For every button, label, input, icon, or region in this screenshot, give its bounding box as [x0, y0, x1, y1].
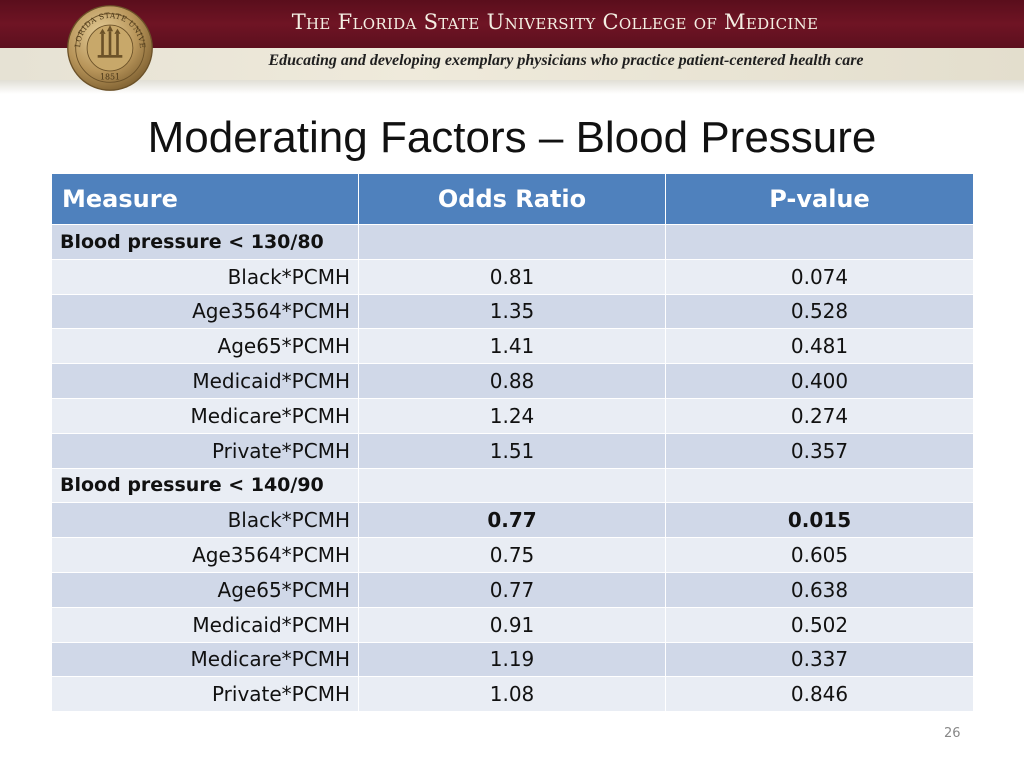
- p-value-cell: 0.074: [665, 258, 974, 295]
- table-section-row: Blood pressure < 130/80: [51, 224, 974, 260]
- column-header-measure: Measure: [51, 173, 359, 225]
- svg-text:1851: 1851: [100, 73, 120, 82]
- table-row: Medicare*PCMH 1.24 0.274: [51, 397, 974, 434]
- measure-cell: Blood pressure < 140/90: [51, 467, 359, 504]
- table-row: Age3564*PCMH 1.35 0.528: [51, 293, 974, 330]
- table-header-row: Measure Odds Ratio P-value: [51, 173, 974, 225]
- p-value-cell: 0.638: [665, 571, 974, 608]
- measure-cell: Black*PCMH: [51, 258, 359, 295]
- institution-title: The Florida State University College of …: [291, 10, 819, 34]
- odds-ratio-cell: 1.41: [358, 328, 666, 365]
- p-value-cell: 0.337: [665, 641, 974, 678]
- p-value-cell: 0.502: [665, 606, 974, 643]
- measure-cell: Age65*PCMH: [51, 571, 359, 608]
- tagline: Educating and developing exemplary physi…: [268, 52, 864, 69]
- measure-cell: Age65*PCMH: [51, 328, 359, 365]
- p-value-cell: 0.605: [665, 537, 974, 573]
- odds-ratio-cell: 1.08: [358, 676, 666, 713]
- measure-cell: Medicaid*PCMH: [51, 606, 359, 643]
- p-value-cell: 0.274: [665, 397, 974, 434]
- measure-cell: Age3564*PCMH: [51, 537, 359, 573]
- odds-ratio-cell: 1.24: [358, 397, 666, 434]
- column-header-odds-ratio: Odds Ratio: [358, 173, 666, 225]
- odds-ratio-cell: 0.91: [358, 606, 666, 643]
- table-row: Age3564*PCMH 0.75 0.605: [51, 537, 974, 573]
- measure-cell: Age3564*PCMH: [51, 293, 359, 330]
- measure-cell: Private*PCMH: [51, 432, 359, 469]
- table-row: Age65*PCMH 1.41 0.481: [51, 328, 974, 365]
- table-row: Medicaid*PCMH 0.88 0.400: [51, 363, 974, 399]
- p-value-cell: [665, 224, 974, 260]
- page-number: 26: [944, 726, 961, 741]
- slide-title: Moderating Factors – Blood Pressure: [147, 113, 877, 162]
- header-bar: The Florida State University College of …: [0, 0, 1024, 48]
- p-value-cell: 0.015: [665, 502, 974, 539]
- odds-ratio-cell: [358, 467, 666, 504]
- odds-ratio-cell: 1.51: [358, 432, 666, 469]
- measure-cell: Private*PCMH: [51, 676, 359, 713]
- table-row: Age65*PCMH 0.77 0.638: [51, 571, 974, 608]
- table-section-row: Blood pressure < 140/90: [51, 467, 974, 504]
- results-table: Measure Odds Ratio P-value Blood pressur…: [51, 173, 974, 713]
- measure-cell: Medicare*PCMH: [51, 641, 359, 678]
- measure-cell: Medicaid*PCMH: [51, 363, 359, 399]
- odds-ratio-cell: 0.88: [358, 363, 666, 399]
- p-value-cell: 0.481: [665, 328, 974, 365]
- odds-ratio-cell: [358, 224, 666, 260]
- odds-ratio-cell: 0.77: [358, 502, 666, 539]
- column-header-p-value: P-value: [665, 173, 974, 225]
- table-row: Black*PCMH 0.77 0.015: [51, 502, 974, 539]
- table-row: Private*PCMH 1.51 0.357: [51, 432, 974, 469]
- odds-ratio-cell: 1.19: [358, 641, 666, 678]
- table-row: Medicaid*PCMH 0.91 0.502: [51, 606, 974, 643]
- p-value-cell: [665, 467, 974, 504]
- p-value-cell: 0.400: [665, 363, 974, 399]
- table-row: Black*PCMH 0.81 0.074: [51, 258, 974, 295]
- p-value-cell: 0.357: [665, 432, 974, 469]
- p-value-cell: 0.528: [665, 293, 974, 330]
- table-row: Medicare*PCMH 1.19 0.337: [51, 641, 974, 678]
- odds-ratio-cell: 0.75: [358, 537, 666, 573]
- measure-cell: Medicare*PCMH: [51, 397, 359, 434]
- tagline-band: Educating and developing exemplary physi…: [0, 48, 1024, 94]
- p-value-cell: 0.846: [665, 676, 974, 713]
- measure-cell: Blood pressure < 130/80: [51, 224, 359, 260]
- odds-ratio-cell: 1.35: [358, 293, 666, 330]
- odds-ratio-cell: 0.77: [358, 571, 666, 608]
- odds-ratio-cell: 0.81: [358, 258, 666, 295]
- university-seal-icon: THE FLORIDA STATE UNIVERSITY 1851: [66, 4, 153, 91]
- measure-cell: Black*PCMH: [51, 502, 359, 539]
- table-row: Private*PCMH 1.08 0.846: [51, 676, 974, 713]
